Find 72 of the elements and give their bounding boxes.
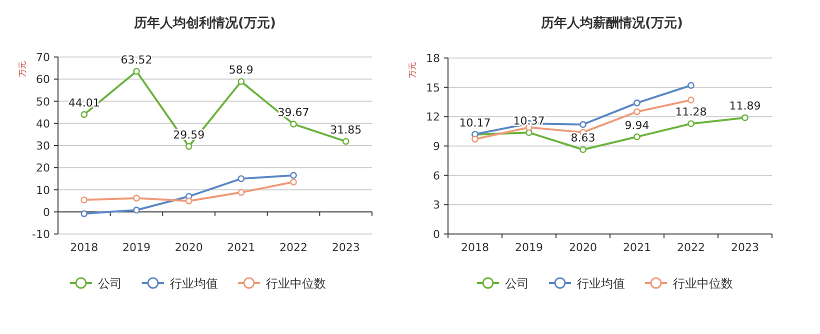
point bbox=[290, 172, 297, 179]
y-tick-label: 30 bbox=[36, 140, 50, 152]
x-tick-label: 2023 bbox=[332, 241, 360, 254]
y-tick-label: 12 bbox=[426, 110, 440, 124]
legend-label: 行业中位数 bbox=[266, 276, 326, 290]
point bbox=[80, 111, 88, 118]
point bbox=[238, 78, 245, 86]
y-tick-label: 10 bbox=[36, 184, 50, 197]
y-tick-label: 70 bbox=[36, 51, 50, 64]
y-tick-label: 9 bbox=[433, 140, 440, 153]
y-tick-label: 0 bbox=[43, 206, 50, 219]
y-tick-label: -10 bbox=[32, 228, 50, 241]
label: 39.67 bbox=[278, 106, 310, 120]
point bbox=[238, 175, 245, 182]
x-tick-label: 2022 bbox=[280, 241, 308, 254]
point bbox=[133, 206, 140, 214]
chart-title: 历年人均薪酬情况(万元) bbox=[540, 15, 683, 31]
x-tick-label: 2021 bbox=[227, 241, 256, 254]
point bbox=[290, 178, 297, 186]
y-tick-label: 60 bbox=[36, 73, 50, 86]
point bbox=[80, 210, 88, 218]
label: 11.28 bbox=[675, 106, 707, 119]
point bbox=[185, 198, 192, 204]
point bbox=[634, 133, 640, 140]
label: 58.9 bbox=[228, 64, 254, 77]
point bbox=[238, 188, 245, 196]
label: 31.85 bbox=[330, 123, 362, 136]
point bbox=[133, 68, 140, 75]
x-tick-label: 2020 bbox=[569, 241, 597, 254]
label: 63.52 bbox=[120, 53, 152, 66]
x-tick-label: 2021 bbox=[623, 241, 651, 254]
legend-label: 行业中位数 bbox=[673, 276, 733, 290]
legend-label: 行业均值 bbox=[170, 276, 218, 290]
x-tick-label: 2018 bbox=[70, 241, 98, 254]
point bbox=[133, 194, 140, 202]
point bbox=[634, 108, 640, 116]
point bbox=[580, 121, 586, 128]
legend-label: 公司 bbox=[505, 276, 529, 290]
point bbox=[634, 100, 640, 106]
x-tick-label: 2019 bbox=[122, 241, 150, 254]
point bbox=[688, 96, 694, 104]
point bbox=[688, 82, 694, 89]
y-axis-title: 万元 bbox=[18, 61, 27, 77]
y-tick-label: 3 bbox=[433, 198, 440, 212]
x-tick-label: 2019 bbox=[515, 241, 543, 254]
legend-label: 行业均值 bbox=[577, 276, 625, 290]
label: 11.89 bbox=[729, 100, 761, 113]
label: 8.63 bbox=[570, 132, 596, 145]
point bbox=[472, 136, 478, 143]
y-tick-label: 18 bbox=[426, 52, 440, 65]
point bbox=[342, 138, 350, 145]
legend-label: 公司 bbox=[98, 276, 122, 290]
point bbox=[742, 114, 748, 122]
label: 9.94 bbox=[624, 118, 650, 132]
x-tick-label: 2018 bbox=[461, 241, 489, 254]
y-tick-label: 50 bbox=[36, 95, 50, 108]
point bbox=[185, 142, 192, 150]
chart-title: 历年人均创利情况(万元) bbox=[133, 15, 276, 31]
label: 10.17 bbox=[459, 116, 491, 130]
point bbox=[80, 196, 88, 204]
y-axis-title: 万元 bbox=[408, 62, 417, 78]
x-tick-label: 2023 bbox=[731, 241, 759, 254]
y-tick-label: 40 bbox=[36, 117, 50, 130]
y-tick-label: 0 bbox=[433, 228, 440, 241]
point bbox=[688, 120, 694, 128]
x-tick-label: 2022 bbox=[677, 241, 705, 254]
x-tick-label: 2020 bbox=[174, 241, 203, 254]
point bbox=[580, 146, 586, 154]
y-tick-label: 20 bbox=[36, 162, 50, 175]
y-tick-label: 6 bbox=[433, 169, 440, 182]
y-tick-label: 15 bbox=[426, 81, 440, 94]
point bbox=[290, 120, 297, 128]
